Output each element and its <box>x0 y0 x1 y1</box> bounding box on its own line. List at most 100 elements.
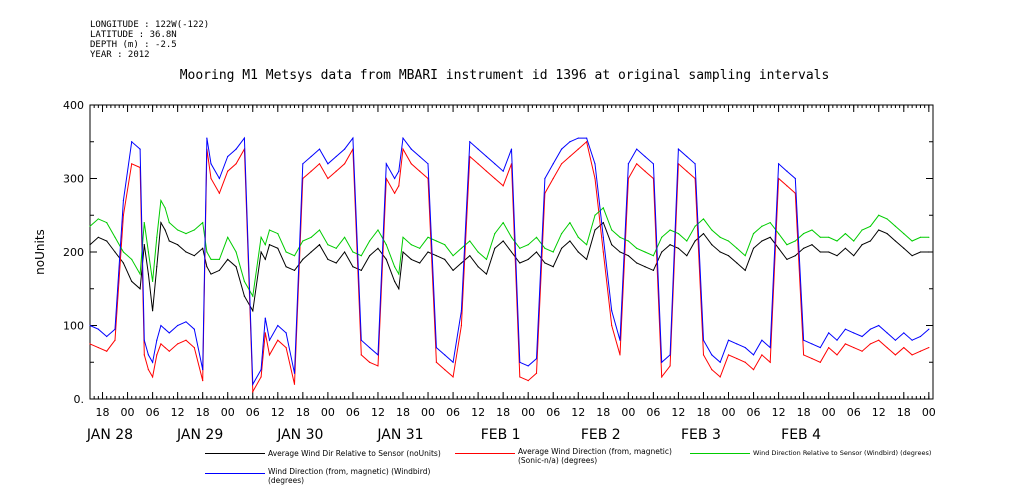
x-tick-label: 06 <box>747 406 761 419</box>
data-point <box>602 251 604 253</box>
data-point <box>727 240 730 242</box>
x-date-label: JAN 29 <box>176 427 223 443</box>
data-point <box>694 240 696 242</box>
data-point <box>293 383 296 385</box>
data-point <box>719 251 721 253</box>
data-point <box>168 222 170 224</box>
x-tick-label: 06 <box>246 406 260 419</box>
data-point <box>560 247 563 249</box>
data-point <box>452 255 454 257</box>
data-point <box>560 148 563 150</box>
data-point <box>836 354 838 356</box>
data-point <box>139 288 141 290</box>
data-point <box>360 354 362 356</box>
data-point <box>185 251 187 253</box>
data-point <box>878 214 880 216</box>
data-point <box>510 251 513 253</box>
data-point <box>560 163 563 165</box>
data-point <box>844 247 846 249</box>
data-point <box>652 269 654 271</box>
data-point <box>243 137 246 139</box>
data-point <box>519 247 521 249</box>
legend-swatch-red <box>455 453 515 454</box>
y-tick-label: 400 <box>63 99 84 112</box>
data-point <box>527 365 529 367</box>
data-point <box>519 262 521 264</box>
data-point <box>327 177 329 180</box>
data-point <box>903 346 905 349</box>
data-point <box>460 262 463 264</box>
data-point <box>577 148 579 150</box>
data-point <box>460 310 463 312</box>
data-point <box>419 247 421 249</box>
data-point <box>460 247 463 249</box>
data-point <box>844 328 846 330</box>
data-point <box>210 273 212 275</box>
x-tick-label: 18 <box>897 406 911 419</box>
data-point <box>636 247 638 249</box>
data-point <box>611 244 613 246</box>
data-point <box>527 258 529 260</box>
data-point <box>761 339 763 341</box>
data-point <box>97 236 99 238</box>
axis-ticks <box>89 104 934 400</box>
data-point <box>147 273 150 275</box>
legend-label-2: Wind Direction Relative to Sensor (Windb… <box>753 449 932 457</box>
data-point <box>185 233 187 235</box>
data-point <box>769 222 771 224</box>
x-tick-label: 00 <box>722 406 736 419</box>
data-point <box>669 365 671 367</box>
data-point <box>160 343 162 345</box>
data-point <box>227 170 229 172</box>
data-point <box>122 199 124 202</box>
data-point <box>736 343 738 345</box>
data-point <box>114 339 116 341</box>
data-point <box>719 361 721 363</box>
data-point <box>719 236 721 238</box>
data-point <box>627 240 629 242</box>
data-point <box>853 332 855 334</box>
data-point <box>377 354 379 356</box>
data-point <box>836 339 838 341</box>
data-point <box>147 251 150 253</box>
data-point <box>394 266 396 268</box>
data-point <box>535 357 538 360</box>
data-point <box>644 155 646 158</box>
legend-swatch-black <box>205 453 265 454</box>
data-point <box>535 236 538 238</box>
data-point <box>444 354 446 356</box>
data-point <box>878 339 880 341</box>
data-point <box>744 255 746 257</box>
data-point <box>552 163 554 165</box>
data-point <box>352 137 354 139</box>
data-point <box>360 255 362 257</box>
data-point <box>318 148 321 150</box>
data-point <box>727 354 730 356</box>
data-point <box>727 339 730 341</box>
data-point <box>811 244 813 246</box>
data-point <box>819 251 821 253</box>
data-point <box>327 163 329 165</box>
legend-label-3: Wind Direction (from, magnetic) (Windbir… <box>268 467 431 485</box>
data-point <box>89 225 91 227</box>
data-point <box>644 251 646 253</box>
data-point <box>919 350 922 352</box>
x-tick-label: 12 <box>772 406 786 419</box>
data-point <box>577 251 579 253</box>
data-point <box>268 354 271 356</box>
data-point <box>611 310 613 312</box>
data-point <box>218 192 220 194</box>
x-tick-label: 12 <box>872 406 886 419</box>
data-point <box>327 258 329 260</box>
data-point <box>335 262 337 264</box>
data-point <box>594 229 596 231</box>
data-point <box>894 354 897 356</box>
data-point <box>652 255 654 257</box>
data-point <box>636 163 638 165</box>
data-point <box>819 361 821 363</box>
x-date-label: FEB 4 <box>781 427 821 443</box>
data-point <box>268 244 271 246</box>
data-point <box>702 218 705 220</box>
data-point <box>147 369 150 371</box>
y-tick-label: 0. <box>74 393 85 406</box>
